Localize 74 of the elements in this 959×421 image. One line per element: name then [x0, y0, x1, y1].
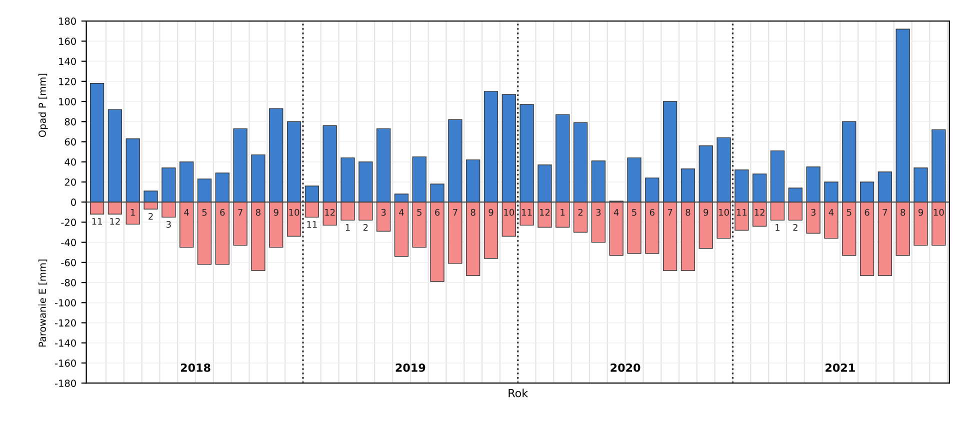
- y-axis-title: Parowanie E [mm]: [38, 260, 48, 347]
- annotation: 2020: [610, 363, 640, 372]
- y-tick-label: 120: [59, 78, 76, 86]
- x-tick-label: 3: [166, 221, 171, 228]
- y-tick-label: 20: [64, 178, 76, 186]
- x-tick-label: 7: [238, 209, 242, 216]
- y2-axis-title: Opad P [mm]: [38, 74, 48, 137]
- y-tick-label: -40: [61, 238, 76, 246]
- x-tick-label: 12: [325, 208, 335, 216]
- x-tick-label: 2: [793, 224, 798, 231]
- x-tick-label: 11: [522, 209, 532, 216]
- x-axis-title: Rok: [508, 388, 528, 398]
- x-tick-label: 6: [220, 208, 225, 216]
- x-tick-label: 7: [453, 209, 458, 216]
- y-tick-label: -60: [61, 258, 76, 266]
- x-tick-label: 10: [719, 208, 729, 216]
- x-tick-label: 12: [110, 218, 120, 225]
- x-tick-label: 5: [417, 209, 422, 216]
- y-tick-label: -160: [55, 359, 76, 367]
- x-tick-label: 8: [256, 208, 260, 216]
- annotation: 2018: [180, 363, 210, 372]
- x-tick-label: 12: [754, 208, 764, 216]
- x-tick-label: 7: [882, 209, 888, 216]
- x-tick-label: 2: [363, 224, 368, 231]
- x-tick-label: 4: [828, 209, 834, 216]
- y-tick-label: 0: [71, 198, 76, 206]
- x-tick-label: 2: [148, 212, 153, 220]
- y-tick-label: 160: [59, 38, 76, 45]
- x-tick-label: 6: [650, 208, 654, 216]
- x-tick-label: 7: [668, 209, 672, 216]
- x-tick-label: 1: [776, 224, 780, 231]
- x-tick-label: 8: [686, 208, 690, 216]
- y-tick-label: 180: [59, 18, 76, 25]
- y-tick-label: 60: [64, 138, 76, 146]
- x-tick-label: 6: [435, 208, 440, 216]
- x-tick-label: 4: [184, 209, 189, 216]
- x-tick-label: 8: [470, 208, 476, 216]
- x-tick-label: 4: [399, 209, 404, 216]
- x-tick-label: 3: [596, 208, 601, 216]
- y-tick-label: 80: [64, 118, 76, 126]
- x-tick-label: 3: [811, 208, 816, 216]
- x-tick-label: 5: [846, 209, 852, 216]
- x-tick-label: 11: [736, 209, 747, 216]
- y-tick-label: -100: [55, 299, 76, 306]
- x-tick-label: 5: [632, 209, 636, 216]
- x-tick-label: 10: [504, 208, 514, 216]
- x-tick-label: 1: [346, 224, 350, 231]
- x-tick-label: 2: [578, 208, 582, 216]
- x-tick-label: 1: [560, 209, 565, 216]
- x-tick-label: 11: [307, 221, 317, 228]
- x-tick-label: 9: [274, 208, 278, 216]
- y-tick-label: -120: [55, 319, 76, 327]
- x-tick-label: 3: [381, 208, 386, 216]
- y-tick-label: -180: [55, 380, 76, 387]
- x-tick-label: 9: [704, 208, 708, 216]
- annotation: 2021: [826, 363, 855, 372]
- x-tick-label: 10: [289, 208, 300, 216]
- x-tick-label: 10: [934, 208, 944, 216]
- annotation: 2019: [396, 363, 426, 372]
- x-tick-label: 6: [864, 208, 870, 216]
- x-tick-label: 5: [202, 209, 207, 216]
- x-tick-label: 8: [900, 208, 906, 216]
- x-tick-label: 9: [918, 208, 923, 216]
- y-tick-label: 100: [59, 98, 76, 106]
- y-tick-label: -20: [61, 218, 76, 226]
- x-tick-label: 1: [130, 209, 135, 216]
- x-tick-label: 4: [614, 209, 619, 216]
- x-tick-label: 11: [92, 218, 102, 225]
- x-tick-label: 12: [540, 208, 550, 216]
- y-tick-label: -140: [55, 339, 76, 347]
- y-tick-label: 140: [59, 58, 76, 66]
- y-tick-label: -80: [61, 279, 76, 286]
- x-tick-label: 9: [488, 208, 494, 216]
- y-tick-label: 40: [64, 158, 76, 166]
